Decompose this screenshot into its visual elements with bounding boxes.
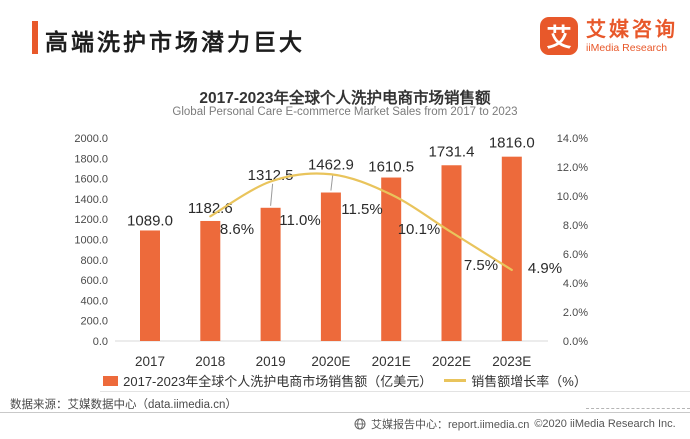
x-axis-label-2022E: 2022E [432, 354, 471, 369]
chart-title: 2017-2023年全球个人洗护电商市场销售额 [199, 90, 491, 107]
left-axis-tick: 1200.0 [74, 214, 108, 226]
left-axis-tick: 400.0 [80, 295, 108, 307]
growth-rate-label: 8.6% [220, 221, 254, 238]
x-axis-label-2019: 2019 [256, 354, 286, 369]
title-accent-bar [32, 21, 38, 54]
left-axis-tick: 1600.0 [74, 174, 108, 186]
x-axis-label-2021E: 2021E [372, 354, 411, 369]
copyright-text: ©2020 iiMedia Research Inc. [534, 418, 676, 430]
legend-sales-label: 2017-2023年全球个人洗护电商市场销售额（亿美元） [123, 374, 433, 389]
x-axis-label-2017: 2017 [135, 354, 165, 369]
bar-value-label: 1182.6 [188, 200, 233, 217]
chart-subtitle: Global Personal Care E-commerce Market S… [172, 106, 518, 118]
right-axis-tick: 14.0% [557, 133, 588, 145]
bar-2019 [260, 207, 281, 341]
footer-divider [0, 412, 690, 413]
right-axis-tick: 10.0% [557, 191, 588, 203]
growth-rate-label: 10.1% [398, 221, 441, 238]
x-axis-label-2023E: 2023E [492, 354, 531, 369]
left-axis-tick: 0.0 [93, 336, 108, 348]
bar-value-label: 1089.0 [127, 212, 173, 229]
left-axis-tick: 1800.0 [74, 153, 108, 165]
iimedia-logo: 艾 艾媒咨询 iiMedia Research [540, 17, 678, 55]
left-axis-tick: 800.0 [80, 255, 108, 267]
legend-bar-swatch [103, 375, 119, 386]
right-axis-tick: 4.0% [563, 278, 588, 290]
bar-value-label: 1312.5 [248, 167, 294, 184]
footer-dashed-line [586, 408, 690, 409]
legend-line-swatch [444, 379, 467, 382]
legend-growth-label: 销售额增长率（%） [471, 374, 587, 389]
iimedia-logo-text: 艾媒咨询 iiMedia Research [586, 19, 678, 54]
bar-value-label: 1610.5 [368, 159, 414, 176]
bar-2018 [200, 220, 221, 341]
right-axis-tick: 2.0% [563, 307, 588, 319]
bar-2021E [381, 177, 402, 341]
growth-rate-label: 4.9% [528, 260, 562, 277]
bar-value-label: 1816.0 [489, 135, 535, 152]
footer-report-info: 艾媒报告中心：report.iimedia.cn ©2020 iiMedia R… [354, 416, 676, 432]
left-axis-tick: 200.0 [80, 316, 108, 328]
right-axis-tick: 0.0% [563, 336, 588, 348]
growth-rate-line [209, 172, 513, 272]
page-title: 高端洗护市场潜力巨大 [45, 29, 305, 55]
bar-2020E [320, 192, 341, 341]
growth-rate-label: 7.5% [464, 257, 498, 274]
x-axis-label-2018: 2018 [195, 354, 225, 369]
footer-divider-top [100, 391, 690, 392]
right-axis-tick: 8.0% [563, 220, 588, 232]
left-axis-tick: 600.0 [80, 275, 108, 287]
right-axis-tick: 12.0% [557, 162, 588, 174]
bar-value-label: 1462.9 [308, 157, 354, 174]
left-axis-tick: 2000.0 [74, 133, 108, 145]
callout-line [270, 183, 274, 206]
bar-line-chart: 2000.0 1800.0 1600.0 1400.0 1200.0 1000.0 800.… [74, 133, 588, 369]
growth-rate-label: 11.0% [279, 212, 320, 229]
chart-legend: 2017-2023年全球个人洗护电商市场销售额（亿美元） 销售额增长率（%） [0, 371, 690, 390]
bar-2022E [441, 165, 462, 341]
data-source-note: 数据来源：艾媒数据中心（data.iimedia.cn） [10, 399, 237, 411]
left-axis-tick: 1000.0 [74, 235, 108, 247]
bar-2017 [140, 230, 160, 341]
legend-item-sales: 2017-2023年全球个人洗护电商市场销售额（亿美元） [103, 371, 432, 390]
logo-name-cn: 艾媒咨询 [586, 18, 678, 41]
report-center-text: 艾媒报告中心：report.iimedia.cn [371, 419, 530, 431]
growth-rate-label: 11.5% [341, 201, 382, 218]
callout-line [330, 173, 334, 191]
globe-icon [354, 418, 366, 430]
x-axis-label-2020E: 2020E [311, 354, 350, 369]
iimedia-logo-icon: 艾 [540, 17, 578, 55]
right-axis-tick: 6.0% [563, 249, 588, 261]
bar-2023E [501, 156, 522, 341]
logo-name-en: iiMedia Research [586, 41, 668, 54]
legend-item-growth: 销售额增长率（%） [444, 371, 587, 390]
bar-value-label: 1731.4 [429, 143, 475, 160]
left-axis-tick: 1400.0 [74, 194, 108, 206]
